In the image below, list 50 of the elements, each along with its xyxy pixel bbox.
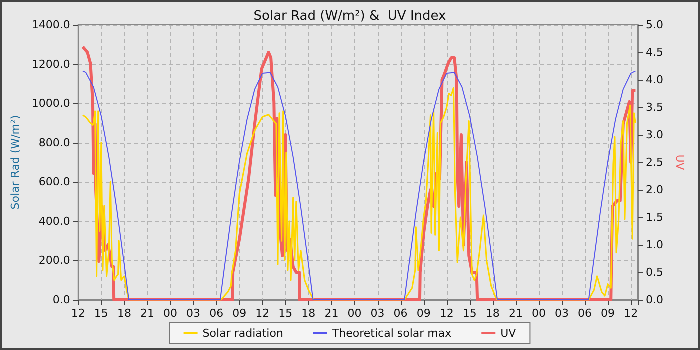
legend-label: Solar radiation [202, 327, 284, 340]
x-tick-label: 06 [394, 307, 408, 320]
x-tick-label: 06 [210, 307, 224, 320]
legend-label: Theoretical solar max [331, 327, 452, 340]
x-tick-label: 00 [532, 307, 546, 320]
y-tick-label: 1200.0 [32, 58, 70, 71]
x-tick-label: 21 [324, 307, 339, 320]
x-tick-label: 06 [578, 307, 592, 320]
x-tick-label: 03 [186, 307, 201, 320]
x-tick-label: 12 [440, 307, 454, 320]
y2-tick-label: 2.5 [646, 156, 664, 169]
x-tick-label: 00 [348, 307, 362, 320]
x-tick-label: 15 [94, 307, 108, 320]
x-tick-label: 12 [624, 307, 638, 320]
y2-tick-label: 1.5 [646, 211, 664, 224]
x-tick-label: 15 [462, 307, 477, 320]
y-tick-label: 800.0 [38, 136, 70, 150]
y2-tick-label: 0.0 [646, 294, 664, 306]
y2-tick-label: 2.0 [646, 184, 664, 196]
x-tick-label: 15 [278, 307, 293, 320]
y2-tick-label: 4.0 [646, 74, 664, 86]
x-tick-label: 18 [117, 307, 132, 320]
chart-title: Solar Rad (W/m²) & UV Index [254, 9, 447, 24]
y-tick-label: 600.0 [38, 176, 70, 189]
y-tick-label: 0.0 [52, 294, 70, 306]
x-tick-label: 21 [508, 307, 523, 320]
y2-tick-label: 1.0 [646, 238, 664, 252]
y2-tick-label: 4.5 [646, 46, 664, 59]
y2-tick-label: 0.5 [646, 266, 664, 279]
x-tick-label: 12 [71, 307, 86, 320]
y-tick-label: 1000.0 [32, 97, 70, 110]
y2-tick-label: 5.0 [646, 18, 664, 32]
x-tick-label: 03 [370, 307, 385, 320]
y2-tick-label: 3.0 [646, 128, 664, 142]
x-tick-label: 09 [601, 307, 616, 320]
x-tick-label: 12 [256, 307, 270, 320]
y-tick-label: 400.0 [38, 214, 70, 228]
y-axis-title: Solar Rad (W/m²) [9, 115, 22, 210]
y-tick-label: 1400.0 [32, 18, 70, 32]
y-tick-label: 200.0 [38, 254, 70, 268]
x-tick-label: 03 [555, 307, 570, 320]
x-tick-label: 21 [140, 307, 154, 320]
y2-axis-title: UV [673, 154, 686, 171]
x-tick-label: 00 [164, 307, 178, 320]
x-tick-label: 18 [486, 307, 500, 320]
x-tick-label: 09 [416, 307, 431, 320]
y2-tick-label: 3.5 [646, 101, 664, 114]
x-tick-label: 18 [302, 307, 316, 320]
x-tick-label: 09 [232, 307, 247, 320]
legend-label: UV [500, 327, 517, 340]
